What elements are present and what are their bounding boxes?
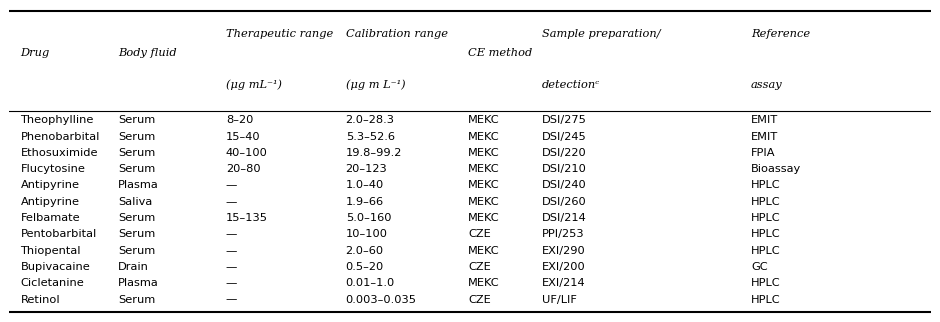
Text: 1.9–66: 1.9–66 [346, 197, 384, 207]
Text: DSI/214: DSI/214 [541, 213, 587, 223]
Text: Sample preparation/: Sample preparation/ [541, 29, 661, 39]
Text: MEKC: MEKC [468, 213, 500, 223]
Text: Bioassay: Bioassay [751, 164, 801, 174]
Text: HPLC: HPLC [751, 278, 780, 288]
Text: 40–100: 40–100 [226, 148, 268, 158]
Text: Plasma: Plasma [118, 278, 159, 288]
Text: DSI/240: DSI/240 [541, 180, 587, 190]
Text: Antipyrine: Antipyrine [21, 180, 80, 190]
Text: 2.0–28.3: 2.0–28.3 [346, 115, 395, 125]
Text: Bupivacaine: Bupivacaine [21, 262, 90, 272]
Text: GC: GC [751, 262, 768, 272]
Text: MEKC: MEKC [468, 148, 500, 158]
Text: MEKC: MEKC [468, 132, 500, 142]
Text: CZE: CZE [468, 295, 491, 305]
Text: DSI/275: DSI/275 [541, 115, 587, 125]
Text: Felbamate: Felbamate [21, 213, 80, 223]
Text: CZE: CZE [468, 229, 491, 239]
Text: EXI/200: EXI/200 [541, 262, 586, 272]
Text: Ethosuximide: Ethosuximide [21, 148, 98, 158]
Text: Theophylline: Theophylline [21, 115, 94, 125]
Text: HPLC: HPLC [751, 229, 780, 239]
Text: Plasma: Plasma [118, 180, 159, 190]
Text: —: — [226, 278, 237, 288]
Text: MEKC: MEKC [468, 180, 500, 190]
Text: 8–20: 8–20 [226, 115, 253, 125]
Text: Flucytosine: Flucytosine [21, 164, 86, 174]
Text: Phenobarbital: Phenobarbital [21, 132, 100, 142]
Text: EMIT: EMIT [751, 132, 778, 142]
Text: 5.0–160: 5.0–160 [346, 213, 391, 223]
Text: (μg mL⁻¹): (μg mL⁻¹) [226, 80, 282, 90]
Text: 0.5–20: 0.5–20 [346, 262, 384, 272]
Text: HPLC: HPLC [751, 213, 780, 223]
Text: —: — [226, 246, 237, 256]
Text: 5.3–52.6: 5.3–52.6 [346, 132, 395, 142]
Text: —: — [226, 197, 237, 207]
Text: HPLC: HPLC [751, 180, 780, 190]
Text: Therapeutic range: Therapeutic range [226, 29, 333, 39]
Text: —: — [226, 262, 237, 272]
Text: HPLC: HPLC [751, 246, 780, 256]
Text: Retinol: Retinol [21, 295, 60, 305]
Text: Serum: Serum [118, 229, 155, 239]
Text: MEKC: MEKC [468, 278, 500, 288]
Text: Serum: Serum [118, 213, 155, 223]
Text: 15–40: 15–40 [226, 132, 260, 142]
Text: Serum: Serum [118, 295, 155, 305]
Text: DSI/220: DSI/220 [541, 148, 587, 158]
Text: Serum: Serum [118, 115, 155, 125]
Text: UF/LIF: UF/LIF [541, 295, 577, 305]
Text: MEKC: MEKC [468, 115, 500, 125]
Text: 0.003–0.035: 0.003–0.035 [346, 295, 416, 305]
Text: Cicletanine: Cicletanine [21, 278, 85, 288]
Text: EMIT: EMIT [751, 115, 778, 125]
Text: Drug: Drug [21, 48, 50, 58]
Text: EXI/214: EXI/214 [541, 278, 586, 288]
Text: 10–100: 10–100 [346, 229, 387, 239]
Text: DSI/210: DSI/210 [541, 164, 587, 174]
Text: Calibration range: Calibration range [346, 29, 447, 39]
Text: Body fluid: Body fluid [118, 48, 177, 58]
Text: Serum: Serum [118, 148, 155, 158]
Text: 19.8–99.2: 19.8–99.2 [346, 148, 402, 158]
Text: EXI/290: EXI/290 [541, 246, 586, 256]
Text: —: — [226, 295, 237, 305]
Text: Serum: Serum [118, 164, 155, 174]
Text: —: — [226, 229, 237, 239]
Text: HPLC: HPLC [751, 295, 780, 305]
Text: Serum: Serum [118, 246, 155, 256]
Text: MEKC: MEKC [468, 164, 500, 174]
Text: assay: assay [751, 80, 783, 90]
Text: 15–135: 15–135 [226, 213, 268, 223]
Text: 20–123: 20–123 [346, 164, 387, 174]
Text: Thiopental: Thiopental [21, 246, 81, 256]
Text: CE method: CE method [468, 48, 532, 58]
Text: Antipyrine: Antipyrine [21, 197, 80, 207]
Text: FPIA: FPIA [751, 148, 776, 158]
Text: MEKC: MEKC [468, 246, 500, 256]
Text: HPLC: HPLC [751, 197, 780, 207]
Text: Pentobarbital: Pentobarbital [21, 229, 97, 239]
Text: detectionᶜ: detectionᶜ [541, 80, 600, 90]
Text: DSI/245: DSI/245 [541, 132, 587, 142]
Text: PPI/253: PPI/253 [541, 229, 585, 239]
Text: Reference: Reference [751, 29, 810, 39]
Text: 2.0–60: 2.0–60 [346, 246, 384, 256]
Text: 1.0–40: 1.0–40 [346, 180, 384, 190]
Text: 0.01–1.0: 0.01–1.0 [346, 278, 395, 288]
Text: MEKC: MEKC [468, 197, 500, 207]
Text: 20–80: 20–80 [226, 164, 260, 174]
Text: —: — [226, 180, 237, 190]
Text: Saliva: Saliva [118, 197, 152, 207]
Text: (μg m L⁻¹): (μg m L⁻¹) [346, 80, 405, 90]
Text: Serum: Serum [118, 132, 155, 142]
Text: Drain: Drain [118, 262, 149, 272]
Text: DSI/260: DSI/260 [541, 197, 587, 207]
Text: CZE: CZE [468, 262, 491, 272]
